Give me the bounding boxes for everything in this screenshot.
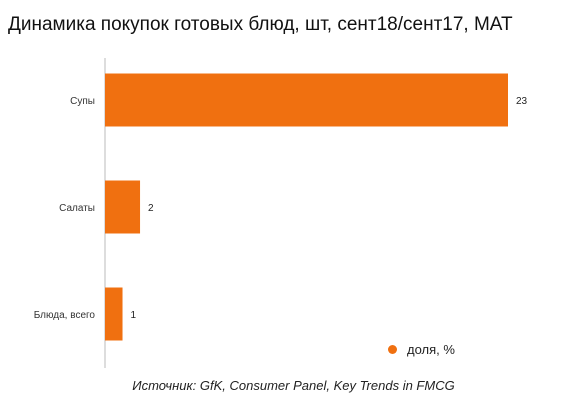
category-label: Супы bbox=[70, 96, 95, 107]
bar bbox=[105, 73, 508, 127]
legend-swatch-dolya bbox=[388, 345, 397, 354]
bar bbox=[105, 287, 123, 341]
bar bbox=[105, 180, 141, 234]
data-label: 1 bbox=[131, 310, 137, 321]
category-label: Салаты bbox=[59, 203, 95, 214]
chart-title: Динамика покупок готовых блюд, шт, сент1… bbox=[8, 14, 513, 35]
data-label: 2 bbox=[148, 203, 154, 214]
legend-label-dolya: доля, % bbox=[407, 342, 455, 357]
legend: доля, % bbox=[388, 342, 455, 357]
source-note: Источник: GfK, Consumer Panel, Key Trend… bbox=[132, 378, 455, 393]
category-label: Блюда, всего bbox=[34, 310, 96, 321]
data-label: 23 bbox=[516, 96, 528, 107]
